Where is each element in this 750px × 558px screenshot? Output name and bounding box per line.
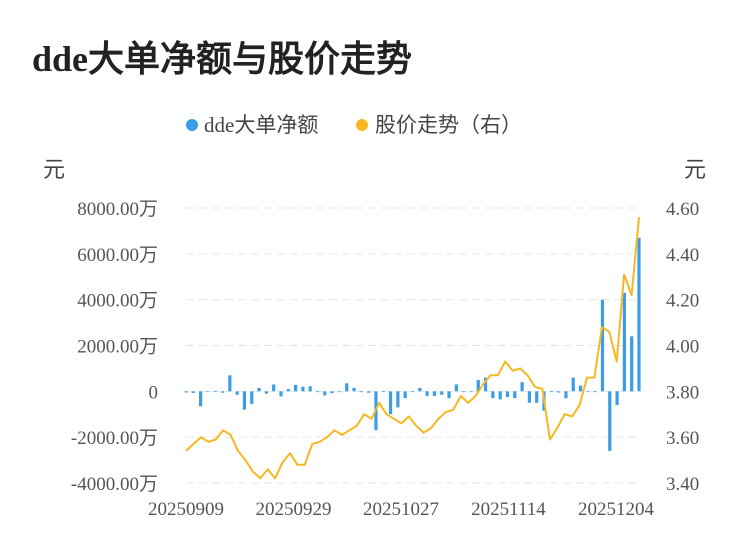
x-tick-label: 20250909 xyxy=(148,499,224,520)
dde-bar[interactable] xyxy=(593,391,597,393)
right-tick-label: 4.20 xyxy=(666,291,699,312)
x-axis-ticks: 20250909 20250929 20251027 20251114 20251204 xyxy=(148,499,654,520)
dde-bar[interactable] xyxy=(359,391,363,393)
dde-bar[interactable] xyxy=(491,391,495,399)
dde-bar[interactable] xyxy=(600,299,605,392)
left-axis-ticks: 8000.00万 6000.00万 4000.00万 2000.00万 0 -2000.0… xyxy=(71,199,158,495)
left-tick-label: -2000.00万 xyxy=(71,428,158,449)
dde-bar[interactable] xyxy=(586,391,590,393)
legend-dot-dde xyxy=(186,119,198,131)
dde-bar[interactable] xyxy=(293,384,298,392)
dde-bar[interactable] xyxy=(549,391,553,393)
dde-bar[interactable] xyxy=(213,390,217,392)
dde-bar[interactable] xyxy=(235,391,239,395)
dde-bar[interactable] xyxy=(557,391,561,393)
dde-bar[interactable] xyxy=(315,391,320,393)
legend-label-dde[interactable]: dde大单净额 xyxy=(204,113,318,137)
left-tick-label: 2000.00万 xyxy=(77,337,158,358)
dde-bar[interactable] xyxy=(454,384,458,392)
dde-bar[interactable] xyxy=(323,391,327,396)
dde-bar[interactable] xyxy=(199,391,203,407)
dde-bar[interactable] xyxy=(242,391,247,410)
dde-bar[interactable] xyxy=(622,292,626,392)
dde-bar[interactable] xyxy=(264,391,268,394)
dde-bar[interactable] xyxy=(286,389,290,392)
dde-bar[interactable] xyxy=(381,391,385,393)
dde-bar[interactable] xyxy=(469,391,473,393)
dde-bar[interactable] xyxy=(608,391,612,451)
dde-bar[interactable] xyxy=(432,391,437,396)
dde-bar[interactable] xyxy=(191,391,195,393)
dde-bar[interactable] xyxy=(476,379,480,392)
dde-bar[interactable] xyxy=(505,391,510,398)
dde-bar[interactable] xyxy=(250,391,254,404)
dde-bar[interactable] xyxy=(615,391,619,406)
dde-bar[interactable] xyxy=(483,377,488,392)
bar-series-dde xyxy=(184,237,641,451)
dde-bar[interactable] xyxy=(578,385,583,392)
dde-bar[interactable] xyxy=(272,384,276,392)
dde-bar[interactable] xyxy=(410,391,415,393)
dde-bar[interactable] xyxy=(337,391,342,393)
legend-dot-price xyxy=(356,119,368,131)
dde-bar[interactable] xyxy=(330,391,334,394)
dde-bar[interactable] xyxy=(535,391,539,403)
dde-bar[interactable] xyxy=(440,391,444,395)
dde-bar[interactable] xyxy=(367,391,371,393)
dde-bar[interactable] xyxy=(571,377,575,392)
dde-bar[interactable] xyxy=(206,391,210,393)
line-series-price[interactable] xyxy=(185,217,640,480)
dde-bar[interactable] xyxy=(498,391,502,400)
grid-lines xyxy=(186,207,639,484)
dde-bar[interactable] xyxy=(308,386,312,392)
dde-bar[interactable] xyxy=(527,391,532,403)
dde-bar[interactable] xyxy=(447,391,451,399)
x-tick-label: 20251204 xyxy=(578,499,655,520)
dde-bar[interactable] xyxy=(345,383,349,392)
left-axis-unit: 元 xyxy=(43,157,65,182)
dde-bar[interactable] xyxy=(257,387,261,392)
chart-title: dde大单净额与股价走势 xyxy=(32,39,413,79)
dde-bar[interactable] xyxy=(462,391,466,393)
x-tick-label: 20250929 xyxy=(255,499,331,520)
dde-bar[interactable] xyxy=(396,391,400,408)
dde-bar[interactable] xyxy=(564,391,568,399)
legend[interactable]: dde大单净额 股价走势（右） xyxy=(186,113,522,137)
dde-bar[interactable] xyxy=(630,336,634,392)
dde-bar[interactable] xyxy=(513,391,517,399)
dde-bar[interactable] xyxy=(184,391,188,393)
left-tick-label: -4000.00万 xyxy=(71,474,158,495)
left-tick-label: 0 xyxy=(149,382,159,403)
dde-bar[interactable] xyxy=(228,375,232,392)
dde-bar[interactable] xyxy=(352,387,356,392)
right-tick-label: 3.60 xyxy=(666,428,699,449)
right-axis-ticks: 4.60 4.40 4.20 4.00 3.80 3.60 3.40 xyxy=(666,199,699,495)
x-tick-label: 20251114 xyxy=(471,499,546,520)
left-tick-label: 4000.00万 xyxy=(77,291,158,312)
left-tick-label: 6000.00万 xyxy=(77,245,158,266)
dde-bar[interactable] xyxy=(418,387,422,392)
right-axis-unit: 元 xyxy=(684,157,706,182)
dde-bar[interactable] xyxy=(279,391,283,397)
dde-bar[interactable] xyxy=(220,391,225,393)
dde-bar[interactable] xyxy=(637,237,641,392)
right-tick-label: 3.40 xyxy=(666,474,699,495)
right-tick-label: 4.40 xyxy=(666,245,699,266)
x-tick-label: 20251027 xyxy=(363,499,439,520)
dde-bar[interactable] xyxy=(301,386,305,392)
right-tick-label: 4.00 xyxy=(666,337,699,358)
dde-bar[interactable] xyxy=(520,382,524,392)
legend-label-price[interactable]: 股价走势（右） xyxy=(375,113,522,137)
right-tick-label: 4.60 xyxy=(666,199,699,220)
right-tick-label: 3.80 xyxy=(666,382,699,403)
left-tick-label: 8000.00万 xyxy=(77,199,158,220)
dde-bar[interactable] xyxy=(388,391,393,415)
dde-bar[interactable] xyxy=(403,391,407,399)
dde-bar[interactable] xyxy=(425,391,429,396)
